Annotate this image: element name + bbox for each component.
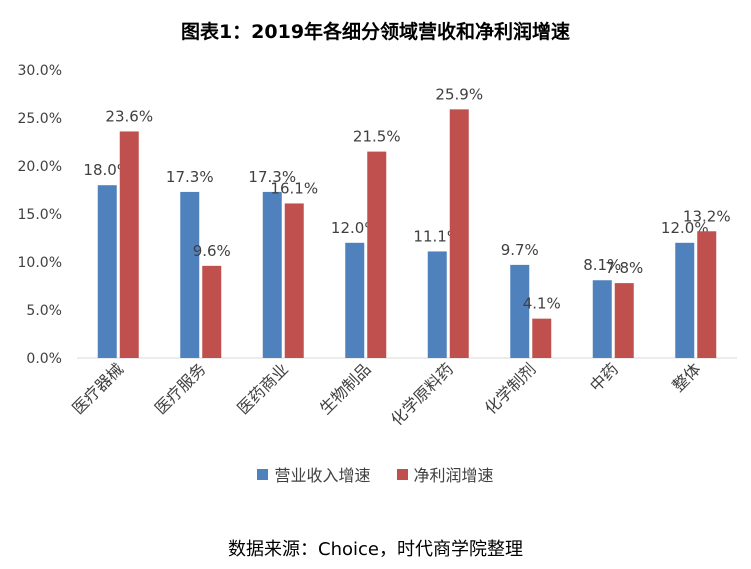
y-tick-label: 5.0% [26, 303, 62, 319]
y-tick-label: 25.0% [18, 111, 62, 127]
data-label-revenue: 8.1% [583, 256, 621, 274]
bar-profit [614, 283, 634, 358]
x-tick-label: 医疗服务 [151, 359, 210, 418]
chart-legend: 营业收入增速 净利润增速 [0, 462, 751, 486]
data-label-profit: 21.5% [353, 128, 401, 146]
data-label-revenue: 17.3% [166, 168, 214, 186]
bar-profit [449, 109, 469, 358]
x-tick-label: 化学制剂 [481, 359, 540, 418]
bar-profit [202, 265, 222, 358]
legend-item-revenue: 营业收入增速 [257, 462, 371, 486]
bar-revenue [262, 191, 282, 358]
data-label-revenue: 17.3% [248, 168, 296, 186]
y-tick-label: 20.0% [18, 159, 62, 175]
y-tick-label: 0.0% [26, 351, 62, 367]
bar-chart: 0.0% 5.0% 10.0% 15.0% 20.0% 25.0% 30.0% 18.0% 23… [18, 63, 737, 429]
data-label-profit: 23.6% [105, 107, 153, 125]
x-tick-label: 医疗器械 [68, 359, 127, 418]
legend-swatch-revenue [257, 468, 269, 480]
bar-revenue [427, 251, 447, 358]
y-tick-label: 15.0% [18, 207, 62, 223]
data-label-revenue: 18.0% [83, 161, 131, 179]
y-tick-label: 30.0% [18, 63, 62, 79]
data-label-revenue: 12.0% [331, 219, 379, 237]
chart-title: 图表1：2019年各细分领域营收和净利润增速 [180, 21, 571, 43]
bar-profit [532, 318, 552, 358]
legend-swatch-profit [396, 468, 408, 480]
data-label-revenue: 11.1% [413, 227, 461, 245]
source-note: 数据来源：Choice，时代商学院整理 [228, 539, 523, 560]
bar-revenue [675, 242, 695, 358]
bar-revenue [592, 280, 612, 358]
data-label-profit: 9.6% [193, 242, 231, 260]
bar-profit [697, 231, 717, 358]
y-tick-label: 10.0% [18, 255, 62, 271]
bar-revenue [180, 191, 200, 358]
x-tick-label: 生物制品 [316, 359, 375, 418]
data-label-profit: 13.2% [683, 207, 731, 225]
x-tick-label: 中药 [586, 359, 622, 395]
bar-revenue [97, 185, 117, 358]
bar-revenue [345, 242, 365, 358]
x-tick-label: 医药商业 [233, 359, 292, 418]
bar-profit [119, 131, 139, 358]
bar-profit [284, 203, 304, 358]
legend-label-profit: 净利润增速 [413, 466, 494, 485]
x-tick-label: 整体 [669, 359, 705, 395]
bar-profit [367, 151, 387, 358]
data-label-profit: 4.1% [523, 295, 561, 313]
data-label-profit: 7.8% [605, 259, 643, 277]
bar-revenue [510, 264, 530, 358]
data-label-profit: 25.9% [435, 85, 483, 103]
data-label-revenue: 12.0% [661, 219, 709, 237]
data-label-profit: 16.1% [270, 179, 318, 197]
legend-label-revenue: 营业收入增速 [274, 466, 371, 485]
legend-item-profit: 净利润增速 [396, 462, 494, 486]
data-label-revenue: 9.7% [501, 241, 539, 259]
x-tick-label: 化学原料药 [387, 359, 457, 429]
